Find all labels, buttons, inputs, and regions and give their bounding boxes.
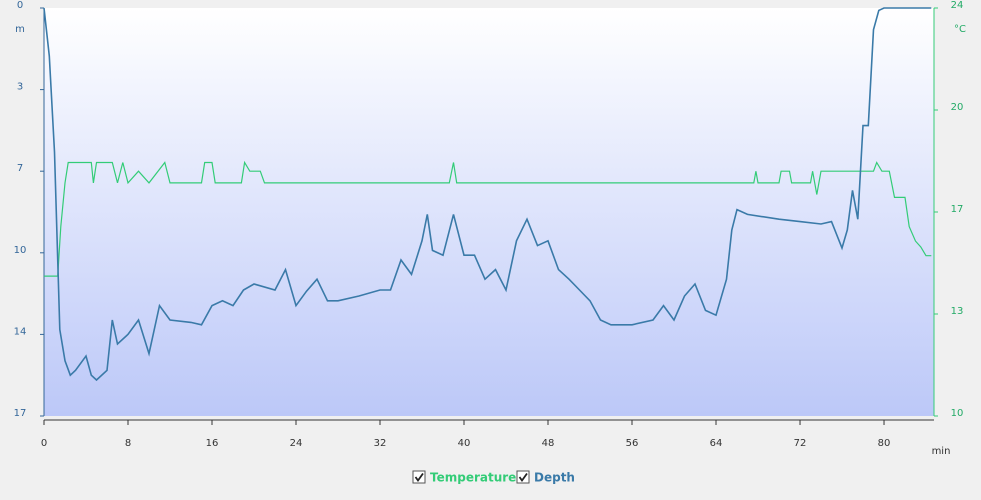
y2-tick-label: 17: [951, 204, 964, 215]
y-tick-label: 10: [14, 245, 27, 256]
y2-tick-label: 13: [951, 306, 964, 317]
x-axis-label: min: [932, 446, 951, 457]
x-tick-label: 32: [374, 438, 387, 449]
series-line: [43, 7, 932, 382]
legend-checkbox[interactable]: Temperature: [412, 470, 516, 485]
x-tick-label: 48: [542, 438, 555, 449]
x-tick-label: 40: [458, 438, 471, 449]
checkbox-box: [516, 470, 530, 484]
y-tick-label: 14: [14, 326, 27, 337]
x-tick-label: 16: [206, 438, 219, 449]
y-tick-label: 17: [14, 408, 27, 419]
checkbox-check: [414, 472, 424, 483]
y-axis-label: m: [15, 24, 25, 35]
y2-tick-label: 24: [951, 0, 964, 11]
checkbox-check: [518, 472, 528, 483]
plot-area: [44, 8, 934, 416]
x-tick-label: 24: [290, 438, 303, 449]
x-tick-label: 80: [878, 438, 891, 449]
legend-label: Temperature: [430, 471, 516, 485]
x-tick-label: 0: [41, 438, 47, 449]
y2-axis-label: °C: [954, 24, 966, 35]
y-tick-label: 3: [17, 82, 23, 93]
y-tick-label: 7: [17, 163, 23, 174]
legend-label: Depth: [534, 471, 575, 485]
y2-tick-label: 10: [951, 408, 964, 419]
x-tick-label: 64: [710, 438, 723, 449]
legend-checkbox[interactable]: Depth: [516, 470, 575, 485]
x-tick-label: 72: [794, 438, 807, 449]
y-tick-label: 0: [17, 0, 23, 11]
x-tick-label: 56: [626, 438, 639, 449]
y2-tick-label: 20: [951, 102, 964, 113]
checkbox-box: [412, 470, 426, 484]
x-tick-label: 8: [125, 438, 131, 449]
series-line: [44, 160, 932, 277]
